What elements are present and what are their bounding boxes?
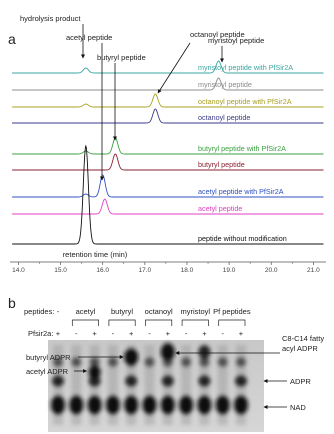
origin-spot (236, 357, 246, 367)
trace-label: acetyl peptide with PfSir2A (198, 187, 284, 196)
group-bracket (146, 320, 172, 326)
group-label: - (57, 307, 60, 316)
trace-label: octanoyl peptide with PfSir2A (198, 97, 292, 106)
enzyme-sign: + (202, 329, 207, 338)
x-tick-label: 18.0 (181, 267, 194, 274)
group-bracket (219, 320, 245, 326)
nad-spot (69, 395, 83, 415)
group-label: myristoyl (180, 307, 210, 316)
annotation: butyryl peptide (97, 53, 146, 62)
x-tick-label: 21.0 (307, 267, 320, 274)
origin-spot (145, 357, 155, 367)
nad-spot (124, 395, 138, 415)
nad-spot (179, 395, 193, 415)
right-marker: acyl ADPR (282, 344, 318, 353)
trace-label: butyryl peptide with PfSir2A (198, 144, 286, 153)
acetyl-adpr-spot (89, 365, 101, 379)
nad-spot (161, 395, 175, 415)
x-tick-label: 20.0 (265, 267, 278, 274)
chromatogram-trace (12, 154, 323, 170)
annotation: hydrolysis product (20, 14, 81, 23)
nad-spot (51, 395, 65, 415)
x-tick-label: 15.0 (54, 267, 67, 274)
trace-label: myristoyl peptide (198, 80, 252, 89)
trace-label: acetyl peptide (198, 204, 242, 213)
x-tick-label: 16.0 (96, 267, 109, 274)
group-label: octanoyl (145, 307, 173, 316)
annotation: myristoyl peptide (208, 36, 264, 45)
origin-spot (181, 357, 191, 367)
adpr-spot (125, 375, 137, 387)
right-marker: ADPR (290, 377, 311, 386)
enzyme-label: Pfsir2a: (28, 329, 53, 338)
enzyme-sign: + (129, 329, 134, 338)
adpr-spot (198, 375, 210, 387)
x-axis-title: retention time (min) (63, 250, 128, 259)
x-tick-label: 19.0 (223, 267, 236, 274)
tlc-spots (51, 343, 248, 425)
acyl-adpr-spot (198, 345, 210, 359)
group-label: Pf peptides (213, 307, 251, 316)
peptides-label: peptides: (24, 307, 54, 316)
trace-label: myristoyl peptide with PfSir2A (198, 63, 293, 72)
x-tick-label: 14.0 (12, 267, 25, 274)
enzyme-sign: - (112, 329, 115, 338)
group-label: acetyl (76, 307, 96, 316)
right-marker: C8-C14 fatty (282, 334, 324, 343)
origin-spot (71, 357, 81, 367)
figure: a retention time (min) b 14.0 15.0 16.0 17.… (0, 0, 334, 434)
group-bracket (109, 320, 135, 326)
chromatogram-trace (12, 199, 323, 214)
origin-spot (218, 357, 228, 367)
nad-spot (216, 395, 230, 415)
enzyme-sign: - (185, 329, 188, 338)
enzyme-sign: + (239, 329, 244, 338)
adpr-spot (235, 375, 247, 387)
nad-spot (106, 395, 120, 415)
butyryl-adpr-spot (124, 348, 138, 366)
panel-label: a (8, 31, 16, 47)
group-bracket (182, 320, 208, 326)
enzyme-sign: + (92, 329, 97, 338)
nad-spot (234, 395, 248, 415)
x-tick-label: 17.0 (138, 267, 151, 274)
right-marker: NAD (290, 403, 306, 412)
enzyme-sign: - (75, 329, 78, 338)
enzyme-sign: + (166, 329, 171, 338)
adpr-spot (162, 375, 174, 387)
group-bracket (72, 320, 98, 326)
trace-label: octanoyl peptide (198, 113, 250, 122)
chromatogram-trace (12, 78, 323, 90)
panel-label: b (8, 295, 16, 311)
enzyme-sign: - (221, 329, 224, 338)
enzyme-sign: - (148, 329, 151, 338)
nad-spot (143, 395, 157, 415)
annotation-arrow (158, 43, 190, 93)
nad-spot (197, 395, 211, 415)
nad-spot (88, 395, 102, 415)
origin-spot (108, 357, 118, 367)
left-marker: butyryl ADPR (26, 353, 71, 362)
enzyme-sign: + (56, 329, 61, 338)
group-label: butyryl (111, 307, 133, 316)
trace-label: butyryl peptide (198, 160, 245, 169)
annotation: acetyl peptide (66, 33, 112, 42)
trace-label: peptide without modification (198, 234, 287, 243)
adpr-spot (52, 375, 64, 387)
chromatogram-trace (12, 109, 323, 123)
left-marker: acetyl ADPR (26, 367, 69, 376)
acyl-adpr-spot (161, 343, 175, 361)
